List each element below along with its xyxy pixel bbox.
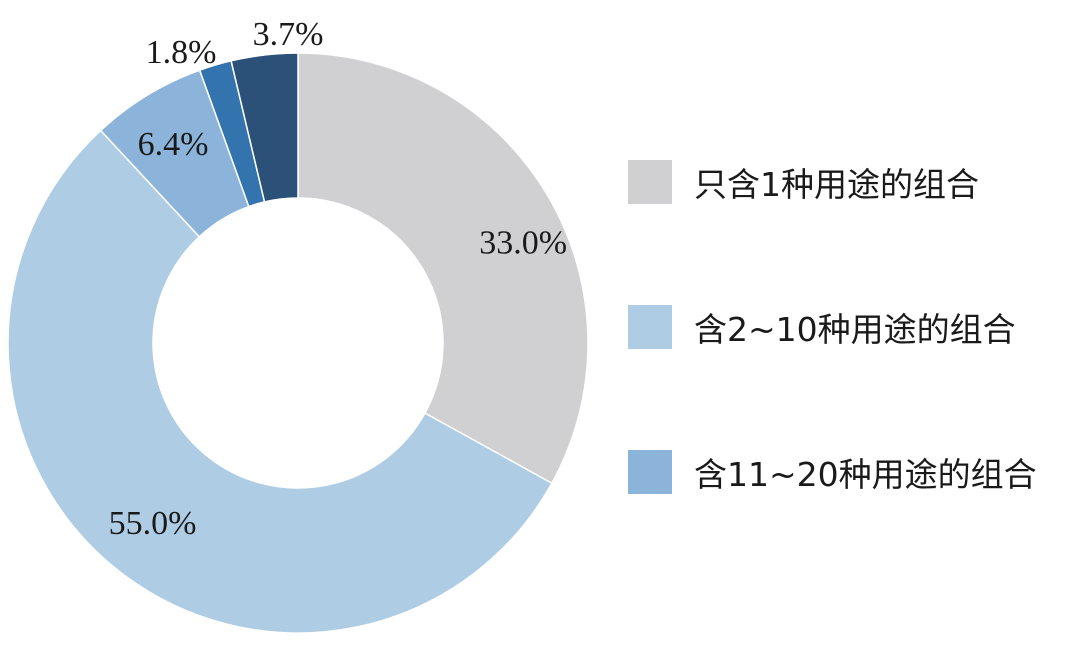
slice-small-b	[230, 52, 299, 203]
slice-label: 3.7%	[253, 16, 324, 53]
legend-item-single-use: 只含1种用途的组合	[628, 150, 1078, 214]
slice-2-10-uses	[7, 129, 553, 634]
donut-slices	[7, 52, 589, 634]
legend-item-2-10-uses: 含2~10种用途的组合	[628, 295, 1078, 359]
legend: 只含1种用途的组合 含2~10种用途的组合 含11~20种用途的组合	[628, 150, 1078, 504]
legend-swatch	[628, 305, 672, 349]
slice-labels: 33.0% 55.0% 6.4% 1.8% 3.7%	[109, 16, 568, 542]
slice-label: 1.8%	[146, 34, 217, 71]
slice-label: 55.0%	[109, 505, 197, 542]
legend-swatch	[628, 450, 672, 494]
slice-single-use	[297, 52, 589, 485]
legend-label: 含11~20种用途的组合	[694, 455, 1037, 494]
legend-label: 含2~10种用途的组合	[694, 310, 1016, 349]
legend-label: 只含1种用途的组合	[694, 165, 979, 204]
slice-label: 33.0%	[479, 225, 567, 262]
legend-item-11-20-uses: 含11~20种用途的组合	[628, 440, 1078, 504]
slice-label: 6.4%	[138, 126, 209, 163]
legend-swatch	[628, 160, 672, 204]
